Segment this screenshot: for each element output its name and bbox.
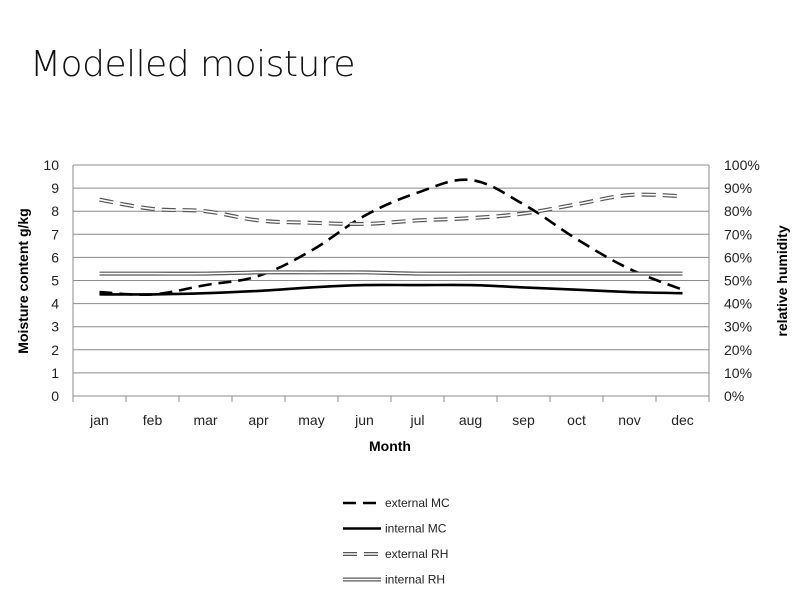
data-point-external-mc [575,238,577,240]
series-internal-mc [99,283,683,296]
y-tick-label: 9 [51,180,59,196]
legend: external MC internal MC external RH interna… [343,496,450,587]
legend-item-external-rh: external RH [343,547,448,561]
x-tick-label: feb [143,412,163,428]
y2-tick-label: 20% [724,342,752,358]
x-tick-label: jan [89,412,109,428]
y-tick-label: 4 [51,296,59,312]
y2-tick-label: 80% [724,203,752,219]
y2-tick-label: 0% [724,388,744,404]
y-tick-label: 7 [51,226,59,242]
y-axis-ticks: 0 1 2 3 4 5 6 7 8 9 10 [43,157,59,404]
x-tick-label: nov [618,412,641,428]
series-lines [99,178,683,296]
y2-tick-label: 70% [724,226,752,242]
data-point-external-rh [681,195,683,197]
grid-lines [73,164,709,397]
y-tick-label: 5 [51,273,59,289]
legend-label: external RH [385,547,448,561]
y2-axis-label: relative humidity [774,225,790,336]
y-tick-label: 2 [51,342,59,358]
legend-label: internal RH [385,573,445,587]
y-tick-label: 8 [51,203,59,219]
y2-tick-label: 100% [724,157,760,173]
legend-item-external-mc: external MC [343,496,450,510]
y-tick-label: 1 [51,365,59,381]
x-tick-label: jul [409,412,424,428]
data-point-external-rh [575,203,577,205]
slide-title: Modelled moisture [30,44,355,85]
x-tick-label: jun [354,412,374,428]
y-axis-label: Moisture content g/kg [15,208,31,353]
line-path [99,178,683,296]
x-tick-label: sep [512,412,535,428]
data-point-external-rh [469,217,471,219]
data-point-external-mc [469,179,471,181]
data-point-external-mc [522,203,524,205]
y-tick-label: 10 [43,157,59,173]
x-tick-label: may [298,412,324,428]
x-tick-label: aug [459,412,482,428]
series-external-mc [99,178,683,296]
y-tick-label: 3 [51,319,59,335]
line-path-inner [99,271,683,275]
y2-tick-label: 50% [724,273,752,289]
y-tick-label: 0 [51,388,59,404]
data-point-external-mc [681,289,683,291]
series-internal-rh [99,270,683,276]
x-tick-label: apr [248,412,269,428]
line-path-inner [99,193,683,225]
line-path [99,192,683,226]
x-tick-label: mar [193,412,217,428]
legend-item-internal-mc: internal MC [343,522,447,536]
x-tick-label: oct [567,412,586,428]
legend-item-internal-rh: internal RH [343,573,445,587]
y2-tick-label: 30% [724,319,752,335]
legend-label: internal MC [385,522,447,536]
y2-tick-label: 40% [724,296,752,312]
y2-axis-ticks: 0% 10% 20% 30% 40% 50% 60% 70% 80% 90% 100% [724,157,760,404]
series-external-rh [99,192,683,226]
y2-tick-label: 60% [724,249,752,265]
line-path [99,283,683,296]
axes [72,165,710,402]
x-tick-label: dec [671,412,694,428]
y2-tick-label: 90% [724,180,752,196]
y-tick-label: 6 [51,249,59,265]
x-axis-ticks: jan feb mar apr may jun jul aug sep oct nov dec [89,412,694,428]
y2-tick-label: 10% [724,365,752,381]
x-axis-label: Month [369,438,411,454]
legend-label: external MC [385,496,450,510]
